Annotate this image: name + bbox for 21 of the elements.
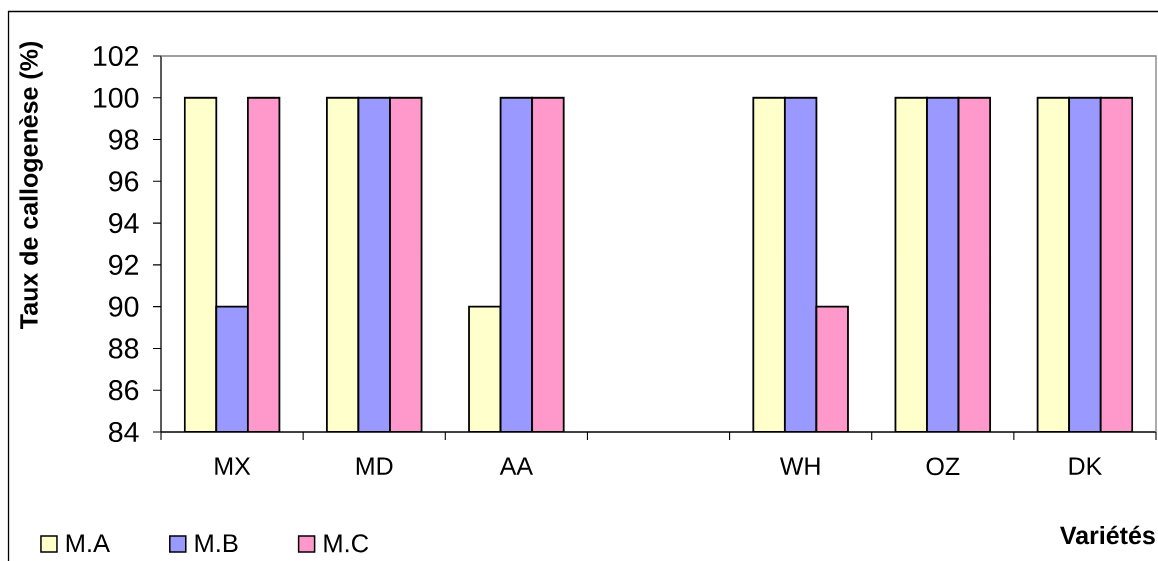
y-tick-label: 96 — [109, 171, 139, 192]
y-tick-label: 102 — [94, 45, 139, 67]
x-tick-label: OZ — [926, 457, 960, 476]
legend-label: M.B — [195, 534, 238, 553]
legend-label: M.C — [324, 534, 369, 553]
y-tick-label: 84 — [109, 421, 139, 443]
y-tick-label: 90 — [109, 296, 139, 317]
x-tick-label: WH — [779, 457, 820, 475]
y-tick-label: 100 — [94, 87, 139, 108]
legend-label: M.A — [66, 534, 110, 553]
y-tick-label: 98 — [109, 129, 139, 150]
y-tick-label: 86 — [109, 380, 139, 401]
x-tick-label: MD — [356, 457, 393, 475]
x-axis-title: Variétés — [1060, 525, 1155, 545]
y-tick-label: 94 — [109, 213, 139, 234]
y-tick-label: 92 — [109, 254, 139, 275]
y-tick-label: 88 — [109, 338, 139, 359]
y-axis-title: Taux de callogenèse (%) — [19, 42, 43, 329]
x-tick-label: MX — [215, 457, 251, 475]
x-tick-label: AA — [499, 457, 533, 475]
x-tick-label: DK — [1069, 457, 1102, 475]
